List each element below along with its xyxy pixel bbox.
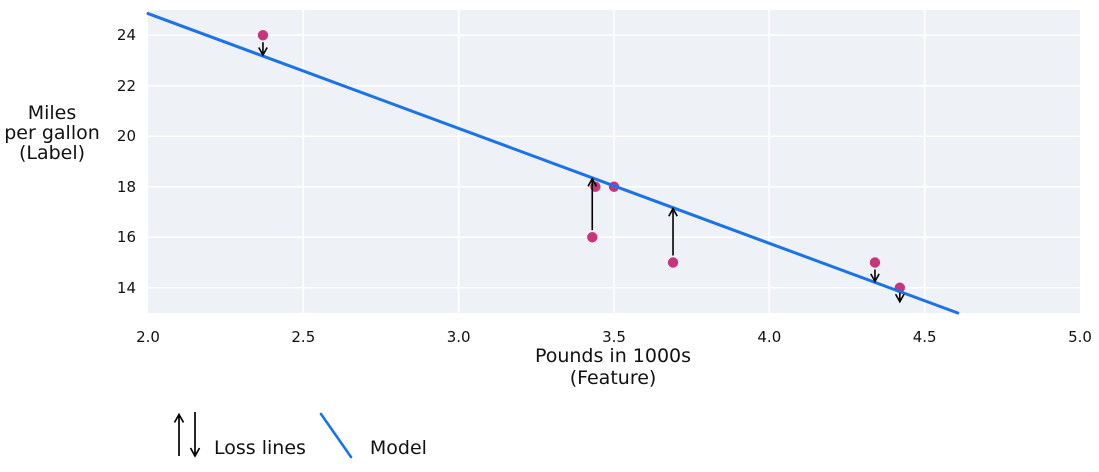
loss-arrow-head <box>258 47 268 57</box>
legend: Loss lines Model <box>168 404 427 462</box>
y-tick-label: 14 <box>116 278 136 297</box>
loss-arrow-head <box>894 293 905 304</box>
model-line-icon <box>319 412 353 459</box>
y-axis-label-line-1: Miles <box>27 102 77 124</box>
data-point <box>257 30 269 41</box>
x-tick-label: 3.0 <box>446 328 471 346</box>
y-axis-label-line-3: (Label) <box>18 142 86 164</box>
x-tick-label: 5.0 <box>1068 328 1092 346</box>
x-axis-label: Pounds in 1000s (Feature) <box>463 345 763 389</box>
model-line <box>146 12 960 315</box>
loss-arrow-head <box>870 273 880 284</box>
y-axis-label: Miles per gallon (Label) <box>0 103 104 163</box>
x-tick-label: 3.5 <box>602 328 626 346</box>
y-tick-label: 20 <box>116 127 136 146</box>
legend-label-loss-lines: Loss lines <box>214 437 306 459</box>
data-point <box>869 257 881 268</box>
x-axis-label-line-2: (Feature) <box>569 367 657 389</box>
y-tick-label: 24 <box>116 26 136 45</box>
y-axis-label-line-2: per gallon <box>4 122 100 144</box>
y-tick-label: 22 <box>116 76 136 95</box>
legend-label-model: Model <box>369 437 427 459</box>
data-point <box>587 232 598 243</box>
x-tick-label: 4.5 <box>912 328 937 346</box>
y-tick-label: 18 <box>116 177 136 196</box>
x-tick-label: 2.5 <box>291 328 316 346</box>
data-point <box>667 257 679 268</box>
loss-arrow-head <box>668 207 678 217</box>
loss-arrow-head <box>587 177 598 187</box>
y-tick-label: 16 <box>116 228 136 247</box>
loss-lines-arrows-icon <box>173 412 201 458</box>
x-tick-label: 4.0 <box>757 328 782 346</box>
x-axis-label-line-1: Pounds in 1000s <box>534 345 692 367</box>
x-tick-label: 2.0 <box>136 328 160 346</box>
